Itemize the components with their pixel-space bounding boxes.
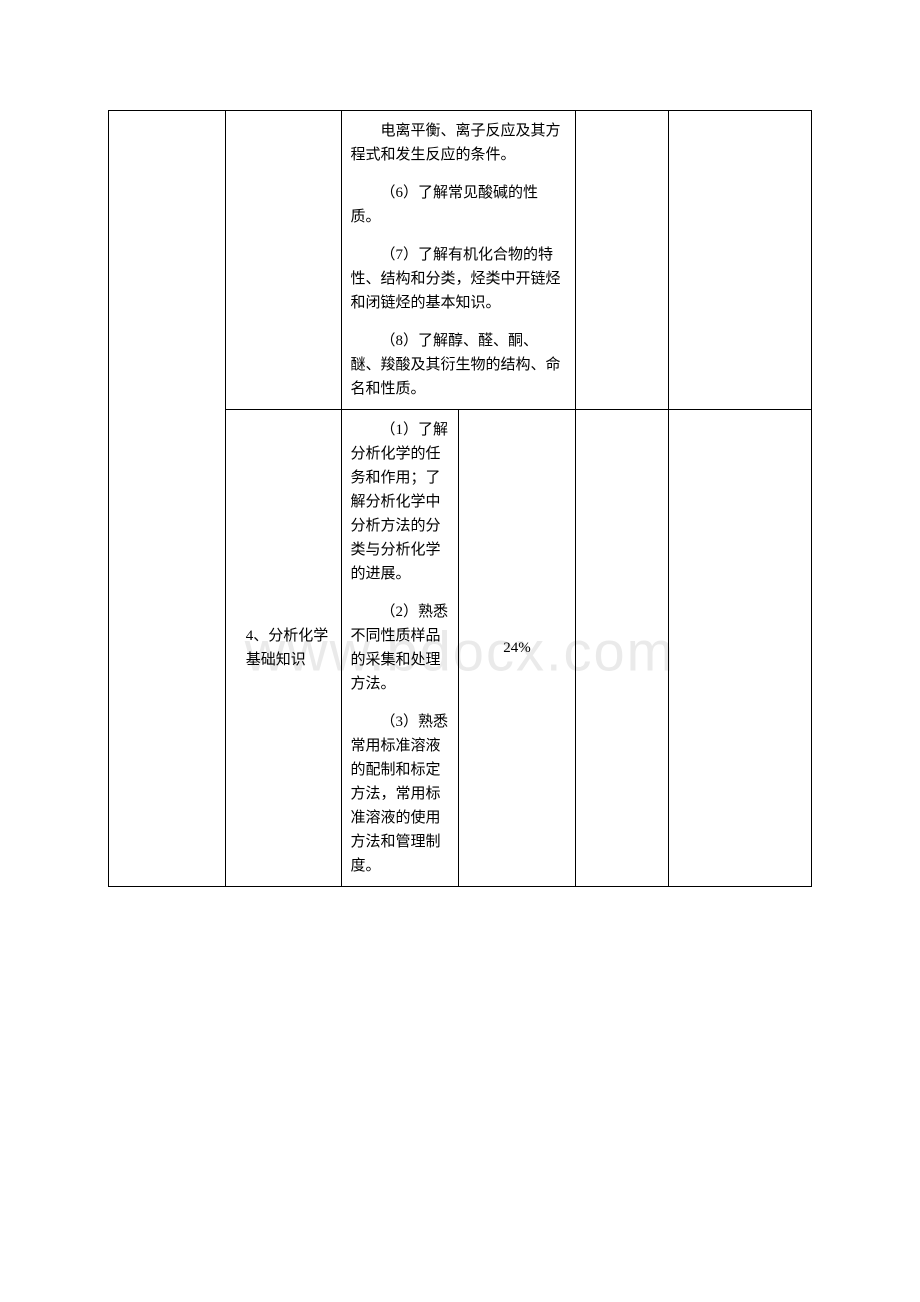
content-para: （1）了解分析化学的任务和作用；了解分析化学中分析方法的分类与分析化学的进展。 [350, 418, 450, 586]
content-para: （3）熟悉常用标准溶液的配制和标定方法，常用标准溶液的使用方法和管理制度。 [350, 710, 450, 878]
category-cell [109, 111, 226, 887]
table-wrapper: 电离平衡、离子反应及其方程式和发生反应的条件。 （6）了解常见酸碱的性质。 （7… [108, 110, 812, 887]
section-cell [225, 111, 342, 410]
empty-cell [575, 111, 668, 410]
empty-cell [669, 410, 812, 887]
content-para: （2）熟悉不同性质样品的采集和处理方法。 [350, 600, 450, 696]
table-row: 电离平衡、离子反应及其方程式和发生反应的条件。 （6）了解常见酸碱的性质。 （7… [109, 111, 812, 410]
section-cell: 4、分析化学基础知识 [225, 410, 342, 887]
content-para: （6）了解常见酸碱的性质。 [350, 181, 566, 229]
content-cell: 电离平衡、离子反应及其方程式和发生反应的条件。 （6）了解常见酸碱的性质。 （7… [342, 111, 575, 410]
content-para: （7）了解有机化合物的特性、结构和分类，烃类中开链烃和闭链烃的基本知识。 [350, 243, 566, 315]
percentage-value: 24% [503, 640, 531, 656]
percentage-cell: 24% [459, 410, 576, 887]
content-para: （8）了解醇、醛、酮、醚、羧酸及其衍生物的结构、命名和性质。 [350, 329, 566, 401]
content-cell: （1）了解分析化学的任务和作用；了解分析化学中分析方法的分类与分析化学的进展。 … [342, 410, 459, 887]
section-label: 4、分析化学基础知识 [246, 624, 334, 672]
empty-cell [669, 111, 812, 410]
content-para: 电离平衡、离子反应及其方程式和发生反应的条件。 [350, 119, 566, 167]
empty-cell [575, 410, 668, 887]
syllabus-table: 电离平衡、离子反应及其方程式和发生反应的条件。 （6）了解常见酸碱的性质。 （7… [108, 110, 812, 887]
